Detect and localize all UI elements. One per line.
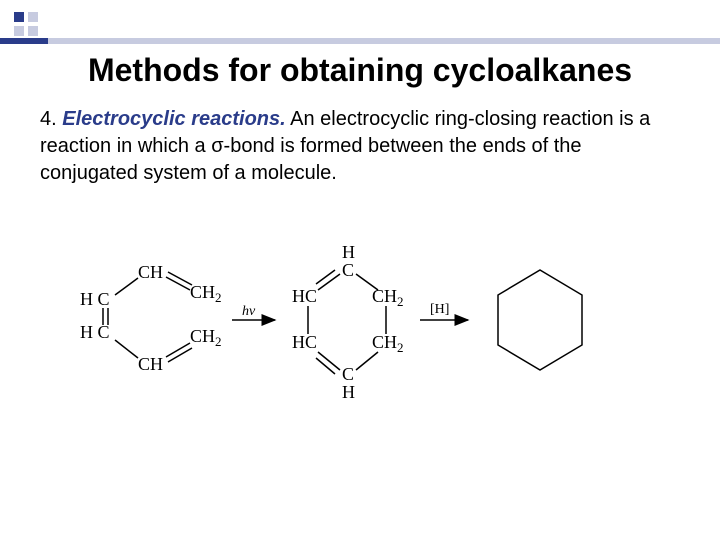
- arrow2-label: [H]: [430, 302, 449, 317]
- svg-text:CH: CH: [190, 326, 215, 346]
- svg-text:2: 2: [215, 290, 222, 305]
- svg-text:2: 2: [397, 294, 404, 309]
- svg-text:HC: HC: [292, 332, 317, 352]
- corner-decoration: [14, 12, 38, 40]
- svg-text:2: 2: [397, 340, 404, 355]
- svg-text:C: C: [342, 260, 354, 280]
- svg-text:H: H: [342, 242, 355, 262]
- arrow-hydrogenation: [H]: [420, 302, 468, 320]
- svg-text:CH: CH: [190, 282, 215, 302]
- arrow1-label: hν: [242, 304, 256, 319]
- deco-square: [14, 12, 24, 22]
- page-title: Methods for obtaining cycloalkanes: [0, 52, 720, 89]
- header-bar: [0, 38, 720, 44]
- reaction-svg: H C H C CH CH2 CH CH2 hν H C HC HC C H: [60, 230, 660, 430]
- svg-text:CH: CH: [372, 332, 397, 352]
- body-paragraph: 4. Electrocyclic reactions. An electrocy…: [40, 106, 680, 187]
- deco-square: [28, 26, 38, 36]
- header-bar-light: [48, 38, 720, 44]
- structure-cyclohexadiene: H C HC HC C H CH2 CH2: [292, 242, 404, 402]
- deco-square: [28, 12, 38, 22]
- svg-text:CH: CH: [138, 354, 163, 374]
- svg-text:2: 2: [215, 334, 222, 349]
- svg-text:C: C: [342, 364, 354, 384]
- reaction-scheme: H C H C CH CH2 CH CH2 hν H C HC HC C H: [60, 230, 660, 430]
- svg-text:HC: HC: [292, 286, 317, 306]
- structure-cyclohexane: [498, 270, 582, 370]
- svg-text:H C: H C: [80, 289, 110, 309]
- item-number: 4.: [40, 108, 57, 130]
- deco-square: [14, 26, 24, 36]
- lead-term: Electrocyclic reactions.: [62, 108, 285, 130]
- header-bar-dark: [0, 38, 48, 44]
- svg-text:CH: CH: [138, 262, 163, 282]
- svg-text:H C: H C: [80, 322, 110, 342]
- svg-text:H: H: [342, 382, 355, 402]
- structure-hexatriene: H C H C CH CH2 CH CH2: [80, 262, 222, 374]
- arrow-photochemical: hν: [232, 304, 275, 320]
